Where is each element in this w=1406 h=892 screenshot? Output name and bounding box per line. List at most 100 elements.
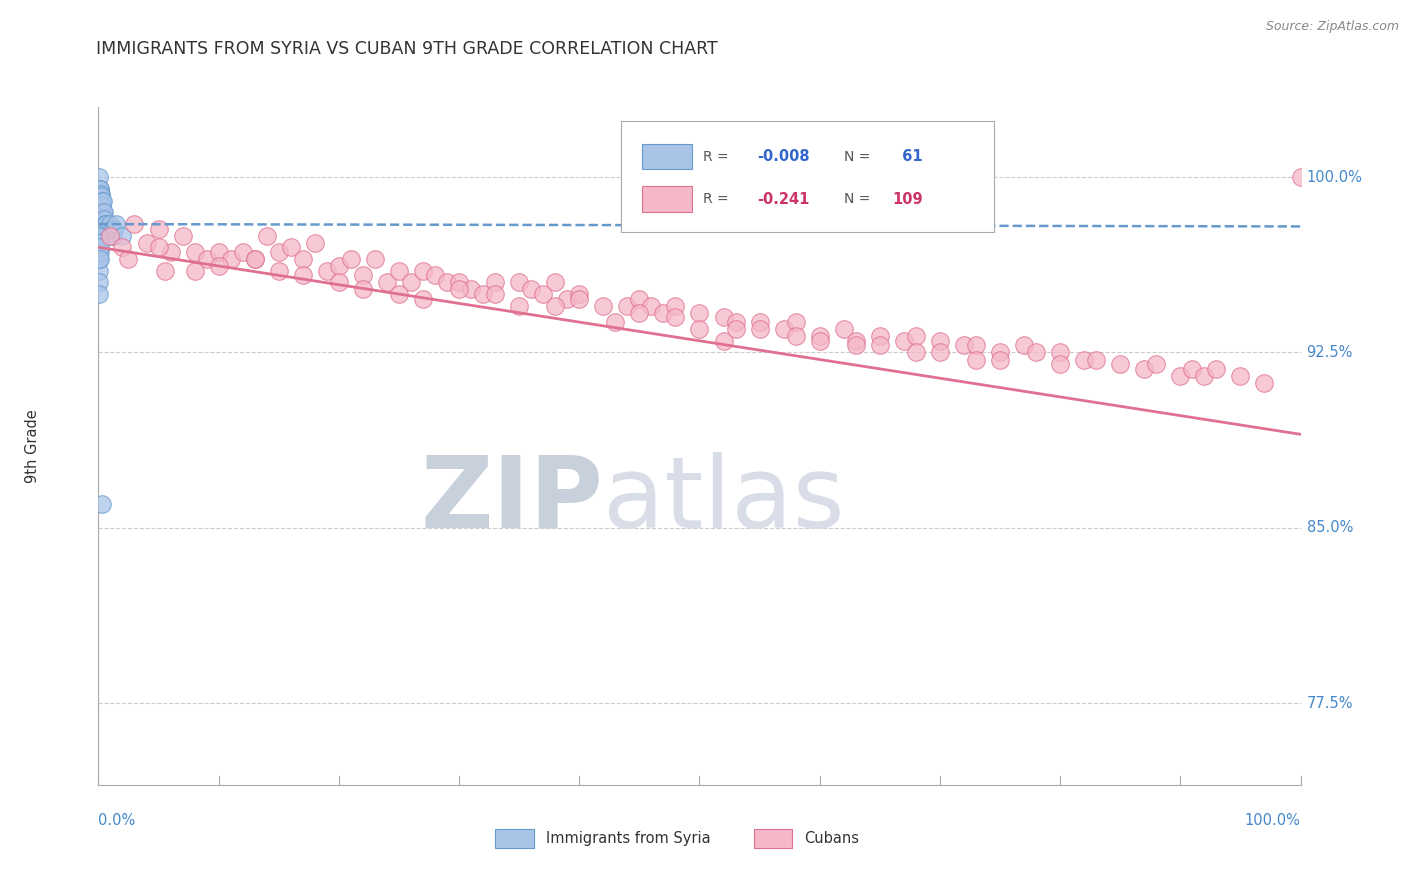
Point — [280, 240, 302, 254]
Point — [328, 259, 350, 273]
Point — [219, 252, 242, 266]
Text: 100.0%: 100.0% — [1244, 813, 1301, 828]
Text: 0.0%: 0.0% — [98, 813, 135, 828]
Point — [89, 182, 111, 196]
Point — [1109, 357, 1132, 371]
Point — [388, 287, 411, 301]
Point — [423, 268, 446, 283]
Point — [91, 217, 114, 231]
Point — [988, 352, 1011, 367]
Point — [93, 205, 115, 219]
Point — [616, 299, 638, 313]
Point — [117, 252, 139, 266]
Point — [89, 244, 111, 259]
Point — [664, 299, 686, 313]
Text: 109: 109 — [891, 192, 922, 207]
Point — [91, 194, 114, 208]
Point — [291, 268, 314, 283]
Point — [159, 244, 181, 259]
Point — [484, 287, 506, 301]
Point — [89, 182, 111, 196]
Point — [1194, 368, 1216, 383]
Point — [1012, 338, 1035, 352]
Point — [447, 276, 470, 290]
Point — [845, 338, 868, 352]
Point — [98, 228, 121, 243]
Point — [520, 282, 543, 296]
Point — [256, 228, 278, 243]
Point — [87, 276, 110, 290]
Point — [352, 268, 374, 283]
Point — [544, 299, 567, 313]
Text: 77.5%: 77.5% — [1306, 696, 1353, 711]
Point — [965, 338, 987, 352]
Point — [1205, 362, 1227, 376]
Point — [928, 334, 950, 348]
Point — [90, 186, 112, 201]
Bar — [641, 144, 692, 169]
Point — [91, 228, 114, 243]
Point — [89, 189, 111, 203]
Point — [100, 228, 122, 243]
Point — [436, 276, 458, 290]
Point — [100, 217, 122, 231]
Point — [94, 221, 117, 235]
Point — [531, 287, 554, 301]
Point — [135, 235, 157, 250]
Point — [832, 322, 855, 336]
Point — [904, 329, 927, 343]
Point — [89, 194, 111, 208]
Point — [508, 276, 530, 290]
Point — [90, 194, 112, 208]
Point — [148, 240, 170, 254]
Point — [243, 252, 266, 266]
Point — [232, 244, 254, 259]
Text: Source: ZipAtlas.com: Source: ZipAtlas.com — [1265, 20, 1399, 33]
Point — [89, 235, 111, 250]
Point — [484, 276, 506, 290]
Point — [1049, 357, 1071, 371]
Text: 92.5%: 92.5% — [1306, 345, 1353, 360]
Point — [1049, 345, 1071, 359]
Point — [748, 322, 770, 336]
FancyBboxPatch shape — [621, 120, 994, 233]
Point — [101, 228, 124, 243]
Point — [90, 228, 112, 243]
Point — [508, 299, 530, 313]
Text: -0.241: -0.241 — [758, 192, 810, 207]
Point — [785, 329, 807, 343]
Point — [87, 198, 110, 212]
Point — [1289, 170, 1312, 185]
Point — [87, 240, 110, 254]
Point — [87, 287, 110, 301]
Point — [965, 352, 987, 367]
Point — [96, 217, 118, 231]
Point — [90, 189, 112, 203]
Point — [1229, 368, 1251, 383]
Point — [772, 322, 794, 336]
Text: N =: N = — [844, 193, 870, 206]
Text: 61: 61 — [891, 149, 922, 164]
Text: R =: R = — [703, 150, 733, 163]
Point — [472, 287, 495, 301]
Point — [1085, 352, 1108, 367]
Point — [89, 201, 111, 215]
Point — [869, 329, 891, 343]
Point — [724, 315, 747, 329]
Point — [1144, 357, 1167, 371]
Point — [91, 498, 114, 512]
Bar — [495, 829, 534, 848]
Point — [1133, 362, 1156, 376]
Point — [97, 221, 120, 235]
Point — [91, 217, 114, 231]
Point — [592, 299, 614, 313]
Point — [87, 182, 110, 196]
Point — [328, 276, 350, 290]
Point — [688, 322, 710, 336]
Point — [628, 306, 651, 320]
Point — [1253, 376, 1275, 390]
Point — [845, 334, 868, 348]
Text: 9th Grade: 9th Grade — [25, 409, 39, 483]
Point — [93, 212, 115, 227]
Point — [91, 198, 114, 212]
